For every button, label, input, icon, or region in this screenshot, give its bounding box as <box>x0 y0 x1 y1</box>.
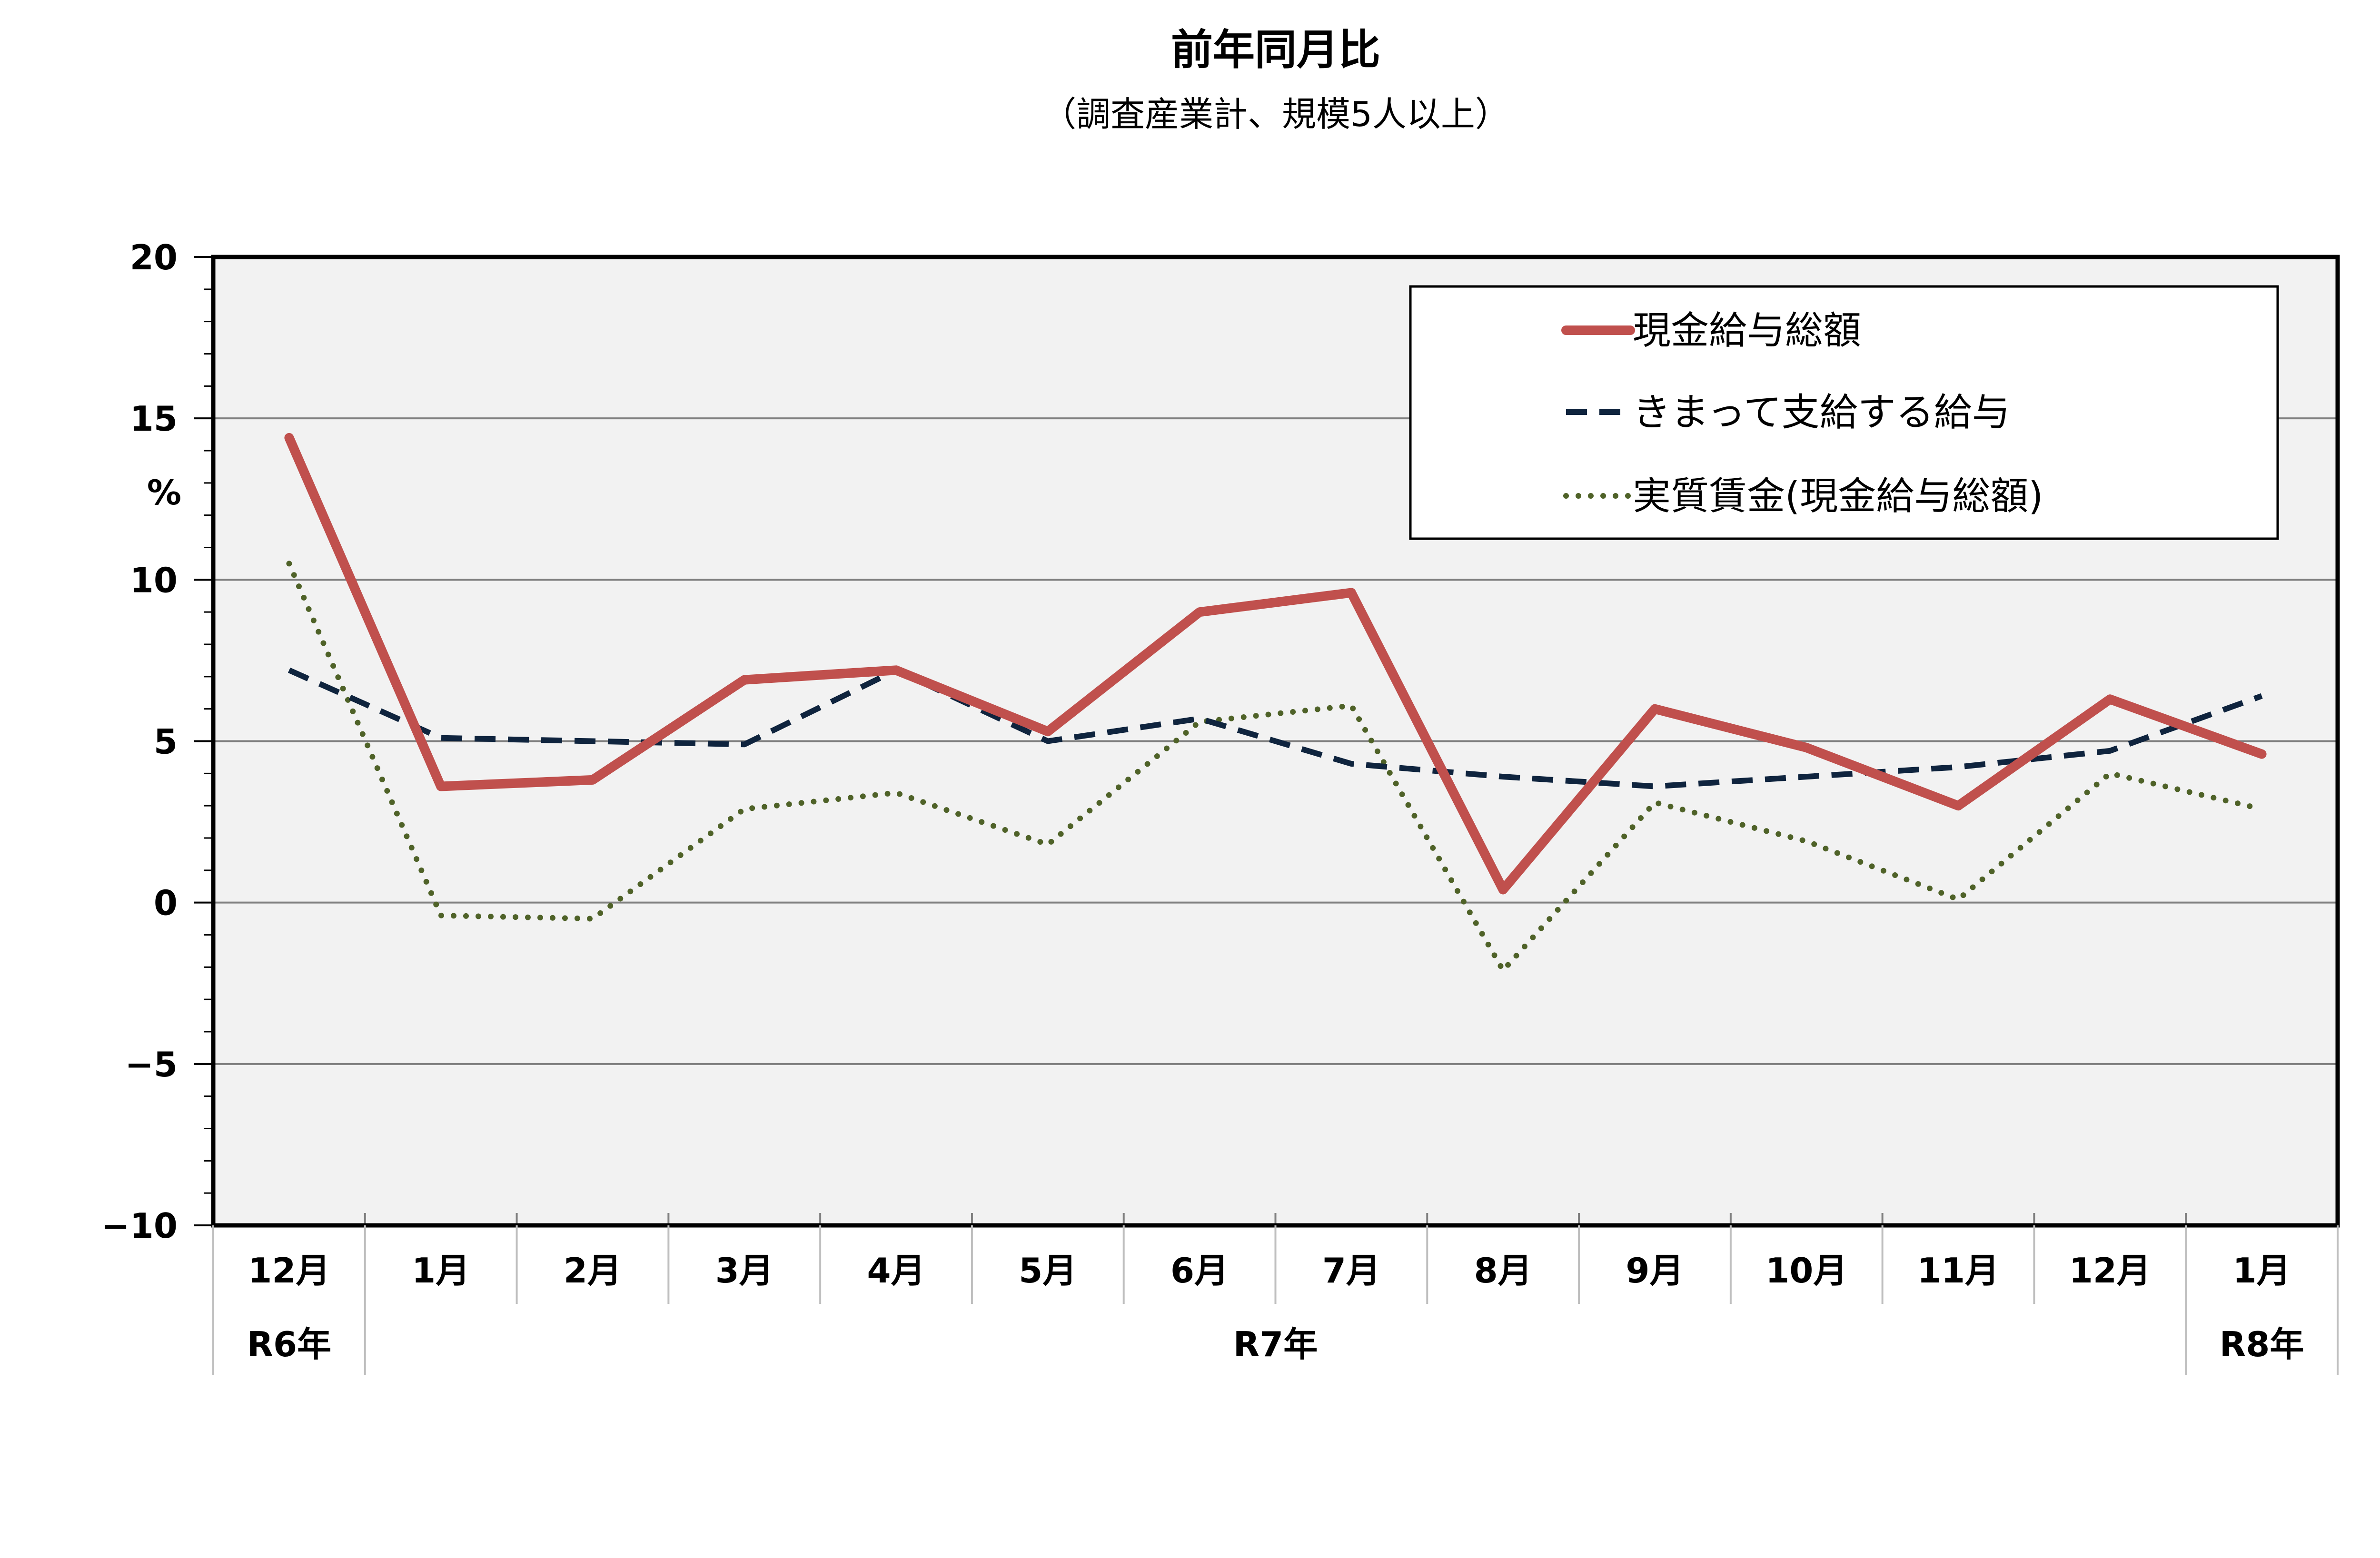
x-year-label: R8年 <box>2220 1324 2304 1364</box>
x-tick-label: 9月 <box>1626 1251 1684 1291</box>
y-tick-label: 20 <box>130 237 178 277</box>
y-tick-label: −5 <box>125 1045 178 1085</box>
x-year-label: R7年 <box>1233 1324 1318 1364</box>
series-lines <box>284 433 2267 974</box>
x-tick-label: 8月 <box>1474 1251 1532 1291</box>
chart-title: 前年同月比 <box>1171 25 1380 74</box>
x-tick-label: 11月 <box>1917 1251 1999 1291</box>
legend-box <box>1409 285 2279 540</box>
x-axis-labels: 12月 1月 2月 3月 4月 5月 6月 7月 8月 9月 10月 11月 12月 1月 R6年 R7年 R8… <box>212 1225 2339 1375</box>
series-line-dashed <box>288 667 2263 789</box>
legend-label: 現金給与総額 <box>1633 308 1861 353</box>
x-tick-label: 4月 <box>867 1251 925 1291</box>
x-tick-label: 1月 <box>412 1251 470 1291</box>
series-line-solid <box>284 433 2267 895</box>
x-tick-label: 10月 <box>1765 1251 1847 1291</box>
legend-label: きまって支給する給与 <box>1633 390 2010 434</box>
x-tick-label: 5月 <box>1019 1251 1077 1291</box>
x-tick-label: 1月 <box>2233 1251 2291 1291</box>
x-tick-label: 2月 <box>564 1251 622 1291</box>
legend-label: 実質賃金(現金給与総額) <box>1633 474 2043 518</box>
y-tick-label: −10 <box>101 1206 178 1246</box>
y-tick-label: 5 <box>154 722 178 762</box>
x-tick-label: 12月 <box>2069 1251 2151 1291</box>
x-tick-label: 3月 <box>715 1251 774 1291</box>
x-tick-label: 7月 <box>1322 1251 1380 1291</box>
x-tick-label: 12月 <box>248 1251 330 1291</box>
y-axis-unit: % <box>147 473 181 513</box>
x-tick-label: 6月 <box>1170 1251 1229 1291</box>
chart-subtitle: （調査産業計、規模5人以上） <box>1042 94 1509 134</box>
y-tick-label: 0 <box>154 883 178 923</box>
x-year-label: R6年 <box>247 1324 332 1364</box>
y-tick-label: 10 <box>130 560 178 600</box>
y-tick-label: 15 <box>130 399 178 439</box>
y-axis-labels: 20 15 10 5 0 −5 −10 <box>101 237 213 1246</box>
